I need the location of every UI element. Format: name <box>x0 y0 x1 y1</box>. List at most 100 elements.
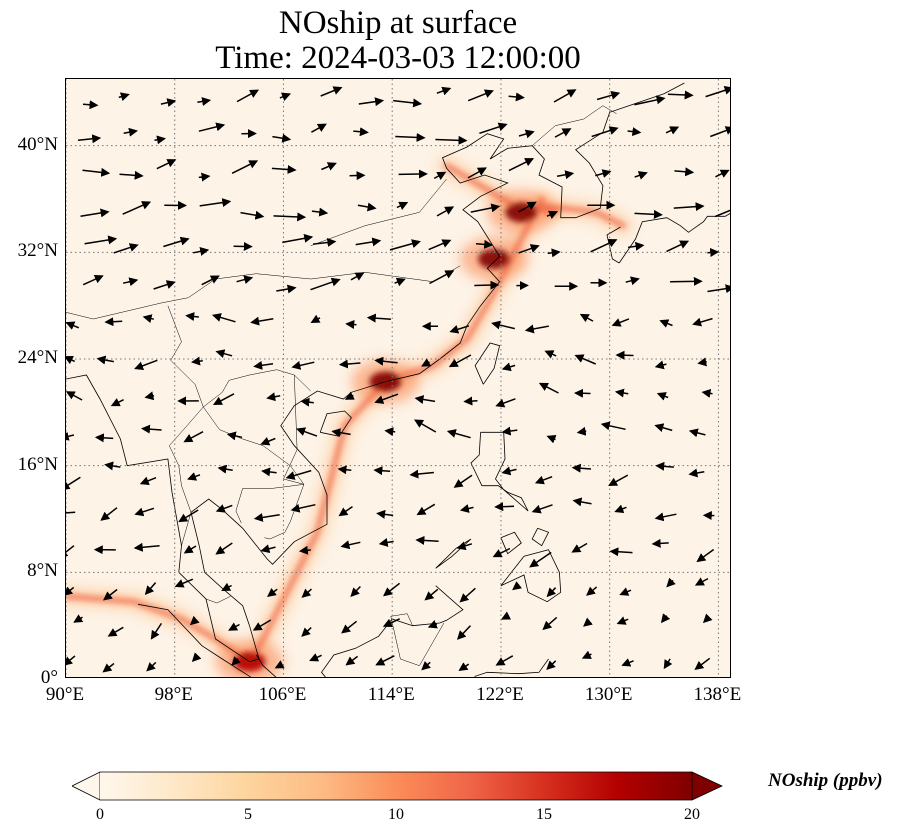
wind-arrow <box>453 474 473 488</box>
wind-arrow <box>260 437 276 446</box>
wind-arrow <box>84 235 118 245</box>
wind-arrow <box>77 134 102 144</box>
wind-arrow <box>554 128 572 138</box>
y-tick-label: 0° <box>40 667 58 688</box>
y-tick-label: 24°N <box>17 347 58 368</box>
wind-arrow <box>119 170 144 180</box>
wind-arrow <box>556 170 575 180</box>
wind-arrow <box>160 98 177 107</box>
wind-arrow <box>134 359 158 371</box>
wind-arrow <box>212 393 235 406</box>
wind-arrow <box>338 505 353 517</box>
wind-arrow <box>546 660 557 670</box>
wind-arrow <box>625 276 640 286</box>
wind-arrow <box>345 320 357 329</box>
coastline <box>470 431 529 512</box>
wind-arrow <box>321 162 337 171</box>
wind-arrow <box>192 246 210 256</box>
wind-arrow <box>500 611 512 620</box>
coastline <box>474 342 501 385</box>
wind-arrow <box>66 586 75 596</box>
wind-arrow <box>66 655 76 666</box>
colorbar <box>72 771 723 801</box>
colorbar-extend-low <box>72 771 101 801</box>
wind-arrow <box>396 201 409 211</box>
wind-arrow <box>546 210 559 220</box>
wind-arrow <box>518 201 537 213</box>
wind-arrow <box>456 625 472 640</box>
wind-arrow <box>374 356 398 366</box>
wind-arrow <box>572 497 592 507</box>
wind-arrow <box>80 208 110 218</box>
wind-arrow <box>459 504 474 513</box>
wind-arrow <box>574 354 596 365</box>
wind-arrow <box>608 474 629 487</box>
wind-arrow <box>311 207 329 217</box>
border-line <box>203 369 311 408</box>
colorbar-tick-label: 10 <box>388 806 404 823</box>
colorbar-tick-label: 0 <box>96 806 104 823</box>
wind-arrow <box>615 350 634 360</box>
wind-arrow <box>413 419 437 433</box>
wind-arrow <box>82 167 111 177</box>
wind-arrow <box>291 361 315 370</box>
wind-arrow <box>337 465 352 475</box>
wind-arrow <box>236 89 260 103</box>
colorbar-tick-label: 5 <box>244 806 252 823</box>
wind-arrow <box>300 397 314 407</box>
wind-arrow <box>428 239 452 251</box>
wind-arrow <box>183 544 197 554</box>
wind-arrow <box>705 86 730 98</box>
wind-arrow <box>310 277 341 291</box>
wind-arrow <box>467 89 494 102</box>
wind-arrow <box>701 389 713 398</box>
border-line <box>390 613 445 667</box>
wind-arrow <box>495 398 516 408</box>
wind-arrow <box>187 472 201 481</box>
wind-arrow <box>715 169 730 178</box>
map-canvas <box>66 79 730 677</box>
wind-arrow <box>581 650 592 659</box>
wind-arrow <box>627 241 645 251</box>
wind-arrow <box>696 548 715 563</box>
wind-arrow <box>382 618 401 627</box>
wind-arrow <box>282 233 314 244</box>
wind-arrow <box>634 95 666 106</box>
wind-arrow <box>344 391 355 400</box>
wind-arrow <box>298 545 311 555</box>
wind-arrow <box>163 236 190 248</box>
wind-arrow <box>660 613 671 624</box>
wind-arrow <box>285 469 312 480</box>
wind-arrow <box>596 90 621 101</box>
wind-arrow <box>692 317 713 327</box>
map-title: NOship at surface <box>278 5 518 41</box>
wind-arrow <box>707 284 730 294</box>
wind-arrow <box>674 167 695 177</box>
border-line <box>161 265 461 304</box>
wind-arrow <box>616 616 629 625</box>
x-tick-label: 90°E <box>45 684 85 705</box>
wind-arrow <box>66 511 76 514</box>
wind-arrow <box>614 388 629 398</box>
hotspot-core <box>505 202 538 223</box>
wind-arrow <box>144 582 157 596</box>
wind-arrow <box>104 461 121 471</box>
wind-arrow <box>433 171 447 181</box>
wind-arrow <box>547 248 561 258</box>
wind-arrow <box>586 586 598 596</box>
wind-arrow <box>467 167 487 179</box>
map-time: Time: 2024-03-03 12:00:00 <box>215 40 581 76</box>
wind-arrow <box>150 622 163 640</box>
coastline <box>474 658 549 677</box>
wind-arrow <box>276 284 297 294</box>
wind-arrow <box>341 620 358 634</box>
hotspot-core <box>478 249 511 269</box>
wind-arrow <box>228 622 240 631</box>
wind-arrow <box>355 237 382 247</box>
wind-arrow <box>353 127 369 137</box>
wind-arrow <box>296 427 318 437</box>
wind-arrow <box>350 272 365 281</box>
map-panel <box>65 78 731 678</box>
wind-arrow <box>621 658 634 667</box>
wind-arrow <box>415 535 439 545</box>
